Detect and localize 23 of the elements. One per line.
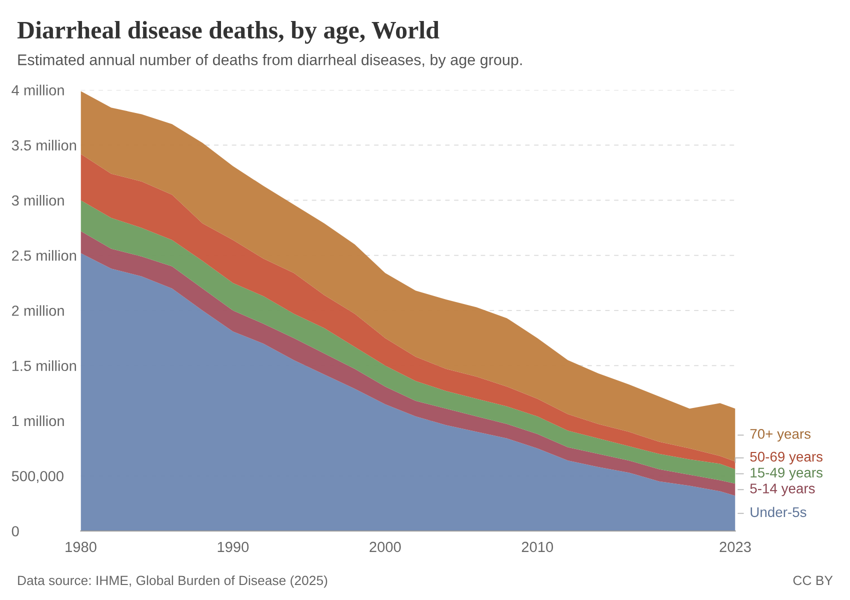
y-tick-label: 4 million	[12, 84, 64, 96]
chart-subtitle: Estimated annual number of deaths from diarrheal diseases, by age group.	[18, 54, 522, 68]
chart-title: Diarrheal disease deaths, by age, World	[17, 21, 440, 44]
y-tick-label: 1.5 million	[12, 360, 76, 372]
y-tick-label: 500,000	[12, 470, 64, 484]
x-tick-label: 2010	[522, 542, 554, 552]
series-label: 15-49 years	[750, 468, 822, 480]
y-tick-label: 3.5 million	[12, 140, 76, 151]
x-tick-label: 2000	[370, 542, 401, 552]
series-label: Under-5s	[750, 506, 806, 518]
y-tick-label: 2.5 million	[12, 250, 76, 261]
x-tick-label: 1990	[218, 542, 249, 552]
series-label: 50-69 years	[750, 452, 822, 464]
y-tick-label: 0	[12, 526, 19, 536]
y-tick-label: 2 million	[12, 305, 64, 316]
y-tick-label: 1 million	[12, 415, 64, 426]
x-tick-label: 1980	[66, 542, 96, 552]
x-tick-label: 2023	[720, 542, 751, 552]
text: CC BY	[793, 576, 833, 586]
source-note: Data source: IHME, Global Burden of Disease (2025)	[18, 575, 328, 588]
series-label: 70+ years	[750, 428, 811, 442]
series-label: 5-14 years	[750, 484, 815, 496]
y-tick-label: 3 million	[12, 194, 64, 206]
